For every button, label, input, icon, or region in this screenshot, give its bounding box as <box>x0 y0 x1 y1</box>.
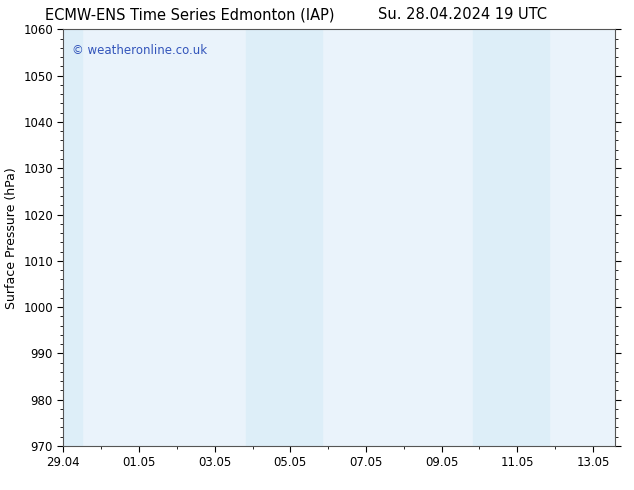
Text: Su. 28.04.2024 19 UTC: Su. 28.04.2024 19 UTC <box>378 7 547 23</box>
Bar <box>473 29 549 446</box>
Text: © weatheronline.co.uk: © weatheronline.co.uk <box>72 44 207 57</box>
Bar <box>63 29 82 446</box>
Text: ECMW-ENS Time Series Edmonton (IAP): ECMW-ENS Time Series Edmonton (IAP) <box>46 7 335 23</box>
Y-axis label: Surface Pressure (hPa): Surface Pressure (hPa) <box>4 167 18 309</box>
Bar <box>246 29 322 446</box>
